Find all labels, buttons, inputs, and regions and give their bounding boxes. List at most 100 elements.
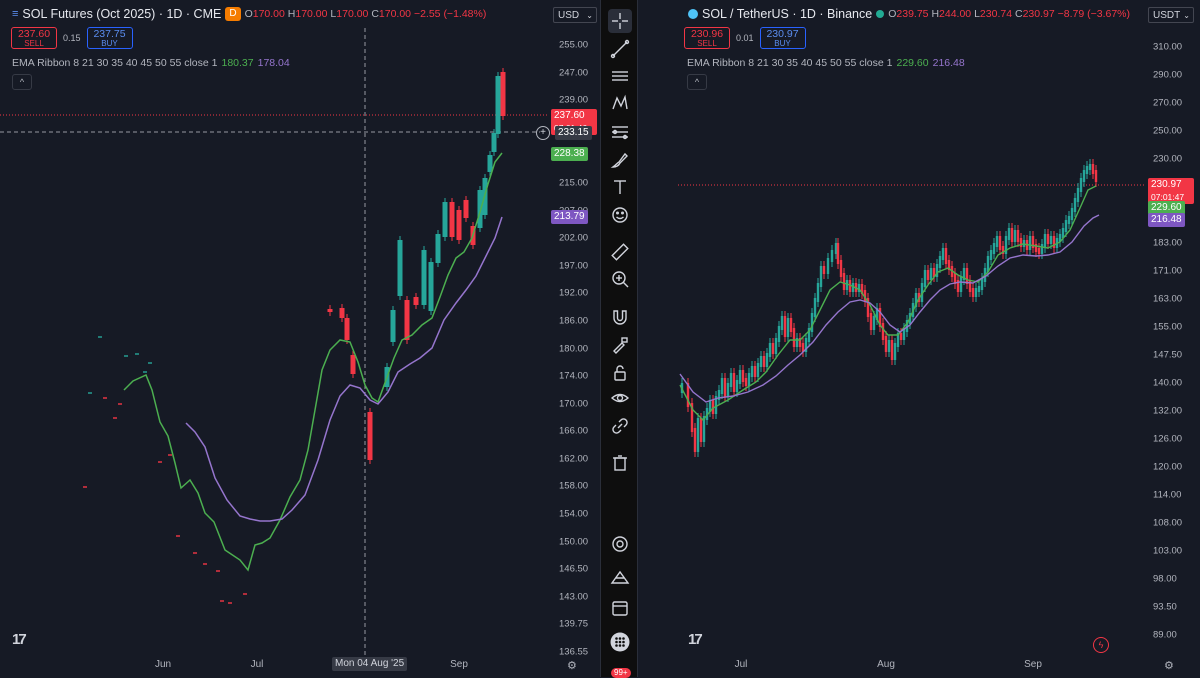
brush-icon[interactable]	[608, 148, 632, 172]
candle	[830, 250, 834, 262]
time-tick-label: Jun	[154, 659, 172, 670]
left-currency-select[interactable]: USD ⌄	[553, 7, 597, 23]
candle	[747, 373, 751, 386]
notification-badge[interactable]: 99+	[611, 668, 631, 678]
zoom-in-icon[interactable]	[608, 267, 632, 291]
candle	[786, 318, 790, 337]
right-chart-canvas[interactable]	[638, 0, 1200, 677]
candle	[1085, 166, 1089, 174]
candle	[920, 283, 924, 302]
left-chart-pane[interactable]: ≡ SOL Futures (Oct 2025) · 1D · CME D O1…	[0, 0, 600, 677]
lightning-icon[interactable]: ϟ	[1093, 637, 1109, 653]
right-chart-pane[interactable]: SOL / TetherUS · 1D · Binance O239.75 H2…	[638, 0, 1200, 677]
candle	[795, 338, 799, 347]
candle	[495, 76, 501, 134]
trash-icon[interactable]	[608, 451, 632, 475]
candle	[851, 283, 855, 292]
candle	[397, 240, 403, 296]
link-icon[interactable]	[608, 414, 632, 438]
price-tick-label: 247.00	[559, 67, 589, 79]
mountain-icon[interactable]	[608, 565, 632, 589]
candle	[1031, 236, 1035, 248]
price-tick-label: 132.00	[1153, 405, 1183, 417]
measure-lines-icon[interactable]	[608, 120, 632, 144]
price-tick-label: 186.00	[559, 315, 589, 327]
candle	[923, 270, 927, 287]
text-icon[interactable]	[608, 175, 632, 199]
add-alert-icon[interactable]: +	[536, 126, 550, 140]
price-tick-label: 174.00	[559, 370, 589, 382]
left-sell-button[interactable]: 237.60 SELL	[11, 27, 57, 49]
horizontal-lines-icon[interactable]	[608, 64, 632, 88]
price-tick-label: 114.00	[1153, 489, 1182, 501]
right-indicator-legend[interactable]: EMA Ribbon 8 21 30 35 40 45 50 55 close …	[687, 57, 965, 69]
price-tick-label: 163.00	[1153, 293, 1183, 305]
price-tick-label: 180.00	[559, 343, 589, 354]
trend-line-icon[interactable]	[608, 37, 632, 61]
apps-grid-icon[interactable]	[608, 630, 632, 654]
candle	[998, 236, 1002, 250]
calendar-icon[interactable]	[608, 596, 632, 620]
left-settings-gear-icon[interactable]: ⚙	[567, 660, 577, 672]
time-tick-label: Sep	[1024, 659, 1042, 670]
candle	[992, 243, 996, 254]
pattern-icon[interactable]	[608, 91, 632, 115]
eye-icon[interactable]	[608, 386, 632, 410]
candle	[974, 288, 978, 297]
ema-fast-line	[123, 152, 503, 572]
lock-drawing-icon[interactable]	[608, 333, 632, 357]
candle	[735, 380, 739, 392]
menu-icon[interactable]: ≡	[12, 8, 19, 20]
emoji-icon[interactable]	[608, 203, 632, 227]
price-tick-label: 192.00	[559, 287, 589, 299]
price-tick-label: 239.00	[559, 94, 589, 106]
candle	[711, 400, 715, 414]
price-tick-label: 136.55	[559, 646, 589, 658]
candle	[693, 428, 697, 452]
left-buy-button[interactable]: 237.75 BUY	[86, 27, 133, 49]
candle	[435, 234, 441, 263]
price-tick-label: 98.00	[1153, 573, 1177, 585]
candle	[1007, 228, 1011, 240]
left-indicator-legend[interactable]: EMA Ribbon 8 21 30 35 40 45 50 55 close …	[12, 57, 290, 69]
lock-icon[interactable]	[608, 361, 632, 385]
price-tick-label: 171.00	[1153, 265, 1183, 277]
right-collapse-button[interactable]: ^	[687, 74, 707, 90]
candle	[765, 353, 769, 367]
candle	[1070, 208, 1074, 220]
left-symbol-title[interactable]: SOL Futures (Oct 2025) · 1D · CME	[22, 7, 222, 21]
coin-logo-icon	[688, 9, 698, 19]
candle	[390, 310, 396, 342]
candle	[813, 298, 817, 317]
candle	[500, 72, 506, 116]
time-tick-label: Aug	[877, 659, 895, 670]
price-tick-label: 155.00	[1153, 321, 1183, 333]
candle	[1067, 216, 1071, 224]
right-currency-select[interactable]: USDT ⌄	[1148, 7, 1194, 23]
left-chart-canvas[interactable]	[0, 0, 600, 677]
candle	[929, 268, 933, 280]
candle	[875, 308, 879, 320]
target-icon[interactable]	[608, 532, 632, 556]
magnet-icon[interactable]	[608, 305, 632, 329]
ruler-icon[interactable]	[608, 240, 632, 264]
crosshair-icon[interactable]	[608, 9, 632, 33]
right-buy-button[interactable]: 230.97 BUY	[759, 27, 806, 49]
candle	[947, 260, 951, 270]
candle	[726, 383, 730, 397]
left-crosshair-price-tag: 233.15	[555, 126, 592, 140]
candle	[971, 288, 975, 297]
candle	[723, 378, 727, 397]
right-trade-panel: 230.96 SELL 0.01 230.97 BUY	[684, 27, 806, 49]
candle	[941, 248, 945, 260]
candle	[756, 363, 760, 377]
candle	[1010, 228, 1014, 242]
candle	[935, 264, 939, 277]
right-settings-gear-icon[interactable]: ⚙	[1164, 660, 1174, 672]
right-symbol-title[interactable]: SOL / TetherUS · 1D · Binance	[702, 7, 873, 21]
market-open-status-icon	[876, 10, 885, 18]
price-tick-label: 143.00	[559, 591, 589, 603]
price-tick-label: 139.75	[559, 618, 589, 630]
right-sell-button[interactable]: 230.96 SELL	[684, 27, 730, 49]
left-collapse-button[interactable]: ^	[12, 74, 32, 90]
